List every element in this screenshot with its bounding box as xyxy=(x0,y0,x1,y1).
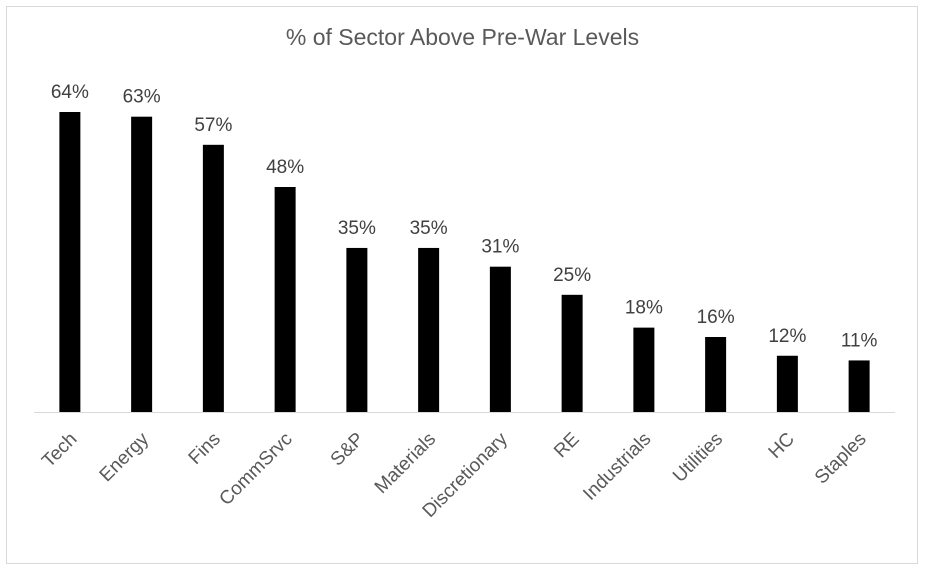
data-label: 35% xyxy=(338,218,376,239)
bar-fins xyxy=(202,144,224,412)
data-label: 48% xyxy=(266,157,304,178)
bar-materials xyxy=(418,247,440,412)
x-tick-label: RE xyxy=(550,429,584,463)
data-label: 25% xyxy=(553,265,591,286)
x-tick-label: Energy xyxy=(96,428,154,486)
bar-staples xyxy=(848,360,870,412)
data-label: 57% xyxy=(194,115,232,136)
bar-commsrvc xyxy=(274,187,296,412)
x-tick-label: HC xyxy=(765,429,799,463)
x-tick-label: S&P xyxy=(327,429,369,471)
data-label: 11% xyxy=(841,330,878,351)
x-tick-label: Materials xyxy=(371,429,440,498)
data-label: 35% xyxy=(410,218,448,239)
bar-hc xyxy=(776,355,798,412)
bar-industrials xyxy=(633,327,655,412)
data-label: 63% xyxy=(123,87,161,108)
data-labels-group: 64% 63% 57% 48% 35% 35% 31% 25% 18% 16% 12% 11% xyxy=(51,82,878,351)
bar-utilities xyxy=(705,337,727,412)
bar-tech xyxy=(59,112,81,412)
chart-title: % of Sector Above Pre-War Levels xyxy=(285,24,640,50)
data-label: 18% xyxy=(625,298,663,319)
bar-re xyxy=(561,294,583,412)
data-label: 64% xyxy=(51,82,89,103)
bar-discretionary xyxy=(489,266,511,412)
bar-energy xyxy=(131,116,153,412)
x-tick-label: Industrials xyxy=(579,429,655,505)
x-tick-label: Utilities xyxy=(669,429,727,487)
x-tick-label: Tech xyxy=(38,429,81,472)
data-label: 16% xyxy=(697,307,735,328)
data-label: 31% xyxy=(481,237,519,258)
data-label: 12% xyxy=(768,326,806,347)
x-tick-label: Fins xyxy=(185,429,225,469)
bars-group xyxy=(59,112,870,412)
x-tick-label: Staples xyxy=(811,429,871,489)
chart-frame xyxy=(6,6,918,564)
x-tick-label: CommSrvc xyxy=(215,429,296,510)
bar-s-p xyxy=(346,247,368,412)
